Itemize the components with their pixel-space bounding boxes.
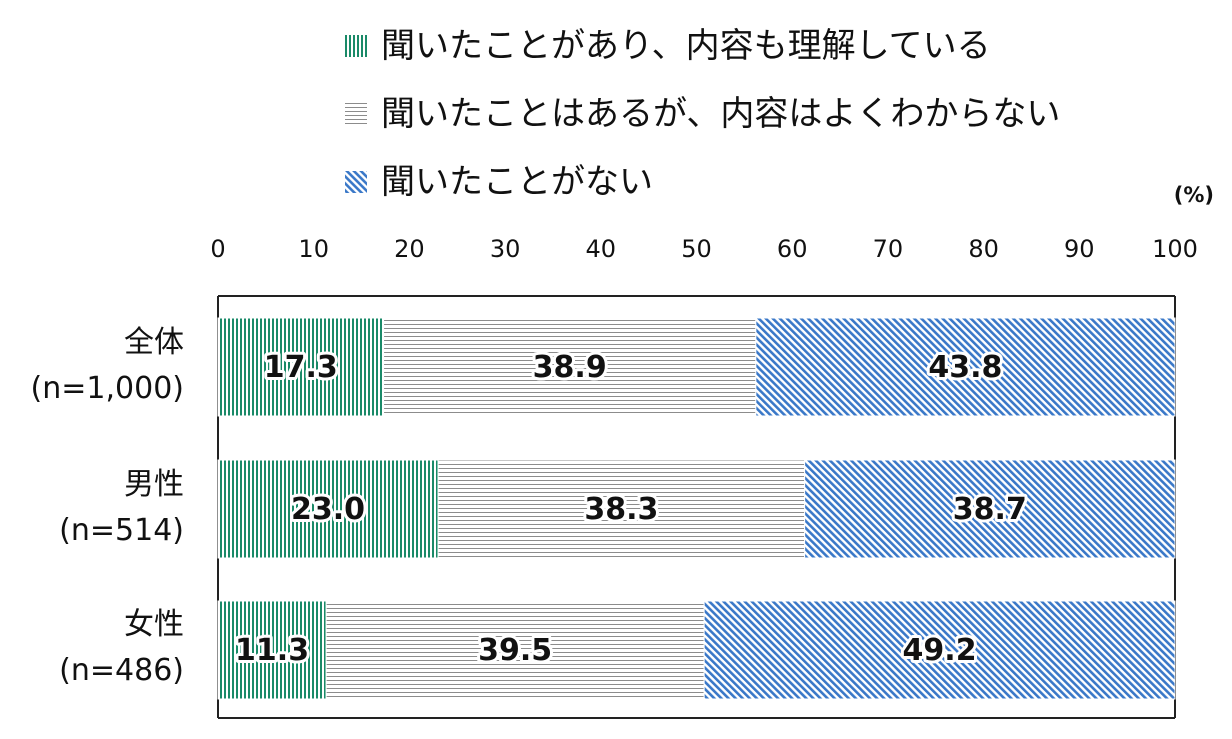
x-tick-label: 20 [394,235,425,263]
data-label: 17.3 [264,350,338,385]
category-name: 女性 [124,607,184,642]
bar-segment-heard-unclear [325,600,705,700]
category-name: 全体 [124,325,184,360]
x-axis-ticks: 0 10 20 30 40 50 60 70 80 90 100 [210,235,1198,263]
horizontal-stripe-swatch-icon [345,103,367,125]
category-label-male: 男性 (n=514) [59,462,184,554]
x-tick-label: 60 [777,235,808,263]
bar-segment-understand [217,317,385,417]
legend-label: 聞いたことがない [381,162,653,202]
bar-segment-never-heard [703,600,1176,700]
category-sample-size: (n=514) [59,513,184,548]
legend-item-understand: 聞いたことがあり、内容も理解している [345,12,1060,80]
category-sample-size: (n=1,000) [30,371,184,406]
category-label-female: 女性 (n=486) [59,602,184,694]
unit-label: (%) [1173,183,1214,207]
x-tick-label: 70 [873,235,904,263]
data-label: 38.3 [584,492,658,527]
value-labels-group: 17.3 38.9 43.8 23.0 38.3 38.7 11.3 39.5 49.2 [232,347,1030,671]
x-tick-label: 50 [681,235,712,263]
bar-segment-understand [217,600,327,700]
legend-item-heard-unclear: 聞いたことはあるが、内容はよくわからない [345,80,1060,148]
diagonal-stripe-swatch-icon [345,171,367,193]
bar-segment-understand [217,459,439,559]
bar-segment-never-heard [804,459,1176,559]
category-label-total: 全体 (n=1,000) [31,320,184,412]
category-name: 男性 [124,467,184,502]
x-tick-label: 0 [210,235,225,263]
x-tick-label: 10 [298,235,329,263]
x-tick-label: 90 [1064,235,1095,263]
bar-series-group [217,317,1176,700]
bar-segment-never-heard [755,317,1176,417]
x-tick-label: 30 [490,235,521,263]
bar-segment-heard-unclear [383,317,757,417]
vertical-stripe-swatch-icon [345,35,367,57]
data-label: 11.3 [235,633,309,668]
category-sample-size: (n=486) [59,653,184,688]
legend-item-never-heard: 聞いたことがない [345,148,1060,216]
data-label: 23.0 [291,492,365,527]
data-label: 39.5 [478,633,552,668]
x-tick-label: 40 [586,235,617,263]
data-label: 38.9 [533,350,607,385]
x-tick-label: 80 [968,235,999,263]
x-tick-label: 100 [1152,235,1198,263]
data-label: 49.2 [903,633,977,668]
data-label: 38.7 [953,492,1027,527]
data-label: 43.8 [928,350,1002,385]
bar-segment-heard-unclear [437,459,806,559]
legend-label: 聞いたことがあり、内容も理解している [381,26,991,66]
legend-label: 聞いたことはあるが、内容はよくわからない [381,94,1061,134]
legend: 聞いたことがあり、内容も理解している 聞いたことはあるが、内容はよくわからない … [345,12,1060,216]
